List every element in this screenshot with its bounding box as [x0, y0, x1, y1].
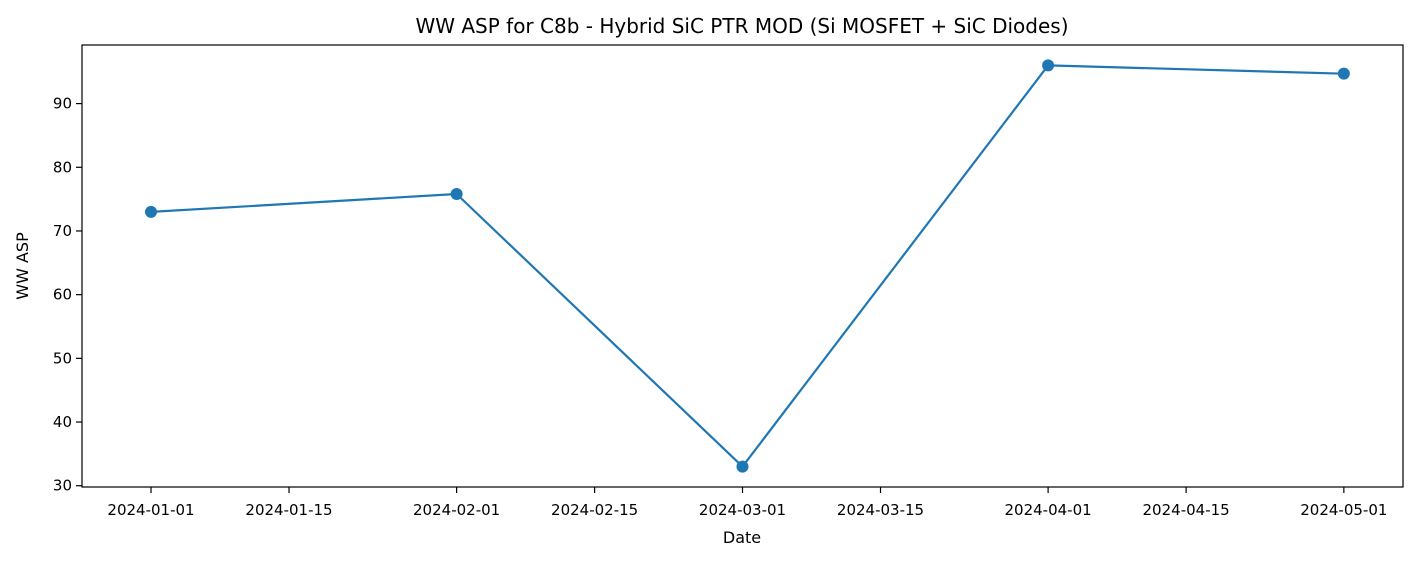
data-point — [450, 188, 463, 201]
y-axis-label: WW ASP — [13, 232, 32, 300]
chart-title: WW ASP for C8b - Hybrid SiC PTR MOD (Si … — [415, 14, 1068, 38]
y-tick-label: 80 — [53, 158, 72, 176]
x-tick-label: 2024-04-15 — [1143, 501, 1230, 519]
x-tick-label: 2024-02-15 — [551, 501, 638, 519]
data-point — [1337, 67, 1350, 80]
x-tick-label: 2024-01-15 — [245, 501, 332, 519]
plot-area: 2024-01-01 2024-01-15 2024-02-01 2024-02-15… — [53, 44, 1404, 519]
x-tick-label: 2024-03-01 — [699, 501, 786, 519]
y-tick-label: 50 — [53, 349, 72, 367]
data-point — [145, 205, 158, 218]
data-point — [1042, 59, 1055, 72]
x-axis-label: Date — [723, 528, 761, 547]
x-tick-label: 2024-02-01 — [413, 501, 500, 519]
data-point — [736, 460, 749, 473]
x-tick-label: 2024-04-01 — [1005, 501, 1092, 519]
y-tick-label: 30 — [53, 477, 72, 495]
y-tick-label: 70 — [53, 222, 72, 240]
y-tick-label: 90 — [53, 95, 72, 113]
y-tick-label: 60 — [53, 286, 72, 304]
y-tick-label: 40 — [53, 413, 72, 431]
x-tick-label: 2024-05-01 — [1300, 501, 1387, 519]
x-tick-label: 2024-03-15 — [837, 501, 924, 519]
x-tick-label: 2024-01-01 — [107, 501, 194, 519]
